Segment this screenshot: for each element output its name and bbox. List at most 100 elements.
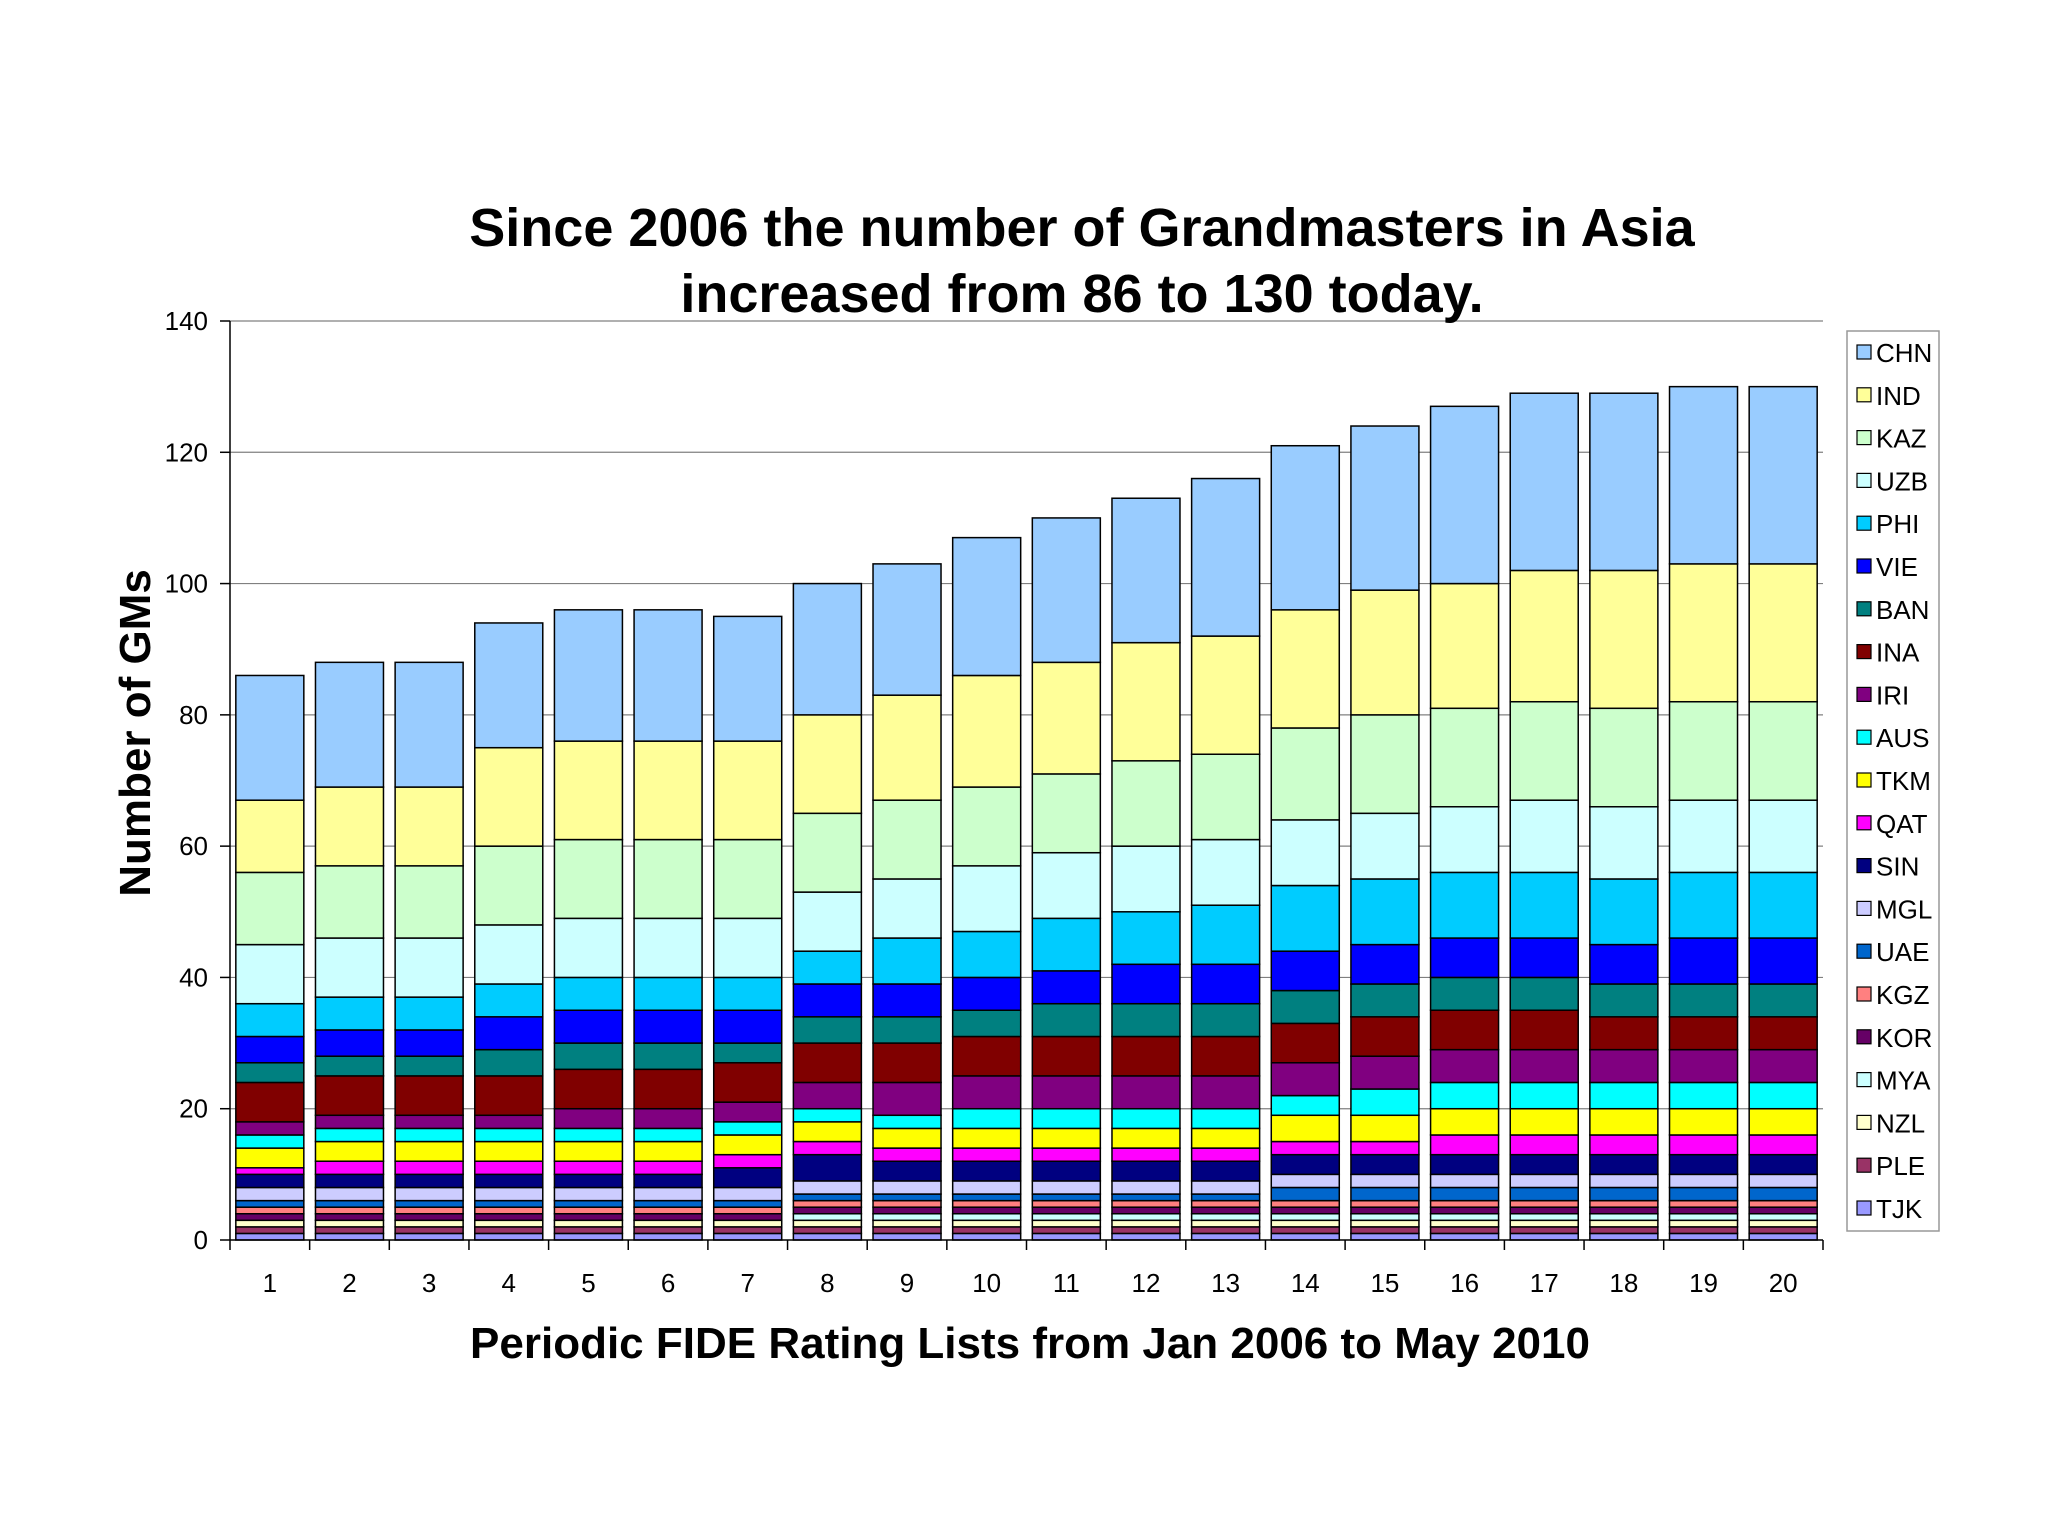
bar-stack <box>1668 385 1739 1241</box>
bar-segment-ind <box>1031 661 1102 775</box>
bar-segment-sin <box>1668 1153 1739 1176</box>
bar-segment-tkm <box>1748 1107 1818 1136</box>
bar-segment-ban <box>872 1016 942 1044</box>
bar-segment-qat <box>1429 1134 1500 1156</box>
y-tick-label: 0 <box>194 1225 208 1255</box>
bar-segment-ple <box>1509 1226 1579 1235</box>
bar-segment-sin <box>553 1173 624 1189</box>
bar-segment-kor <box>235 1212 305 1222</box>
bar-stack <box>1429 405 1500 1241</box>
legend-label: KOR <box>1876 1023 1932 1053</box>
bar-segment-ind <box>1509 569 1579 703</box>
bar-segment-vie <box>1190 963 1261 1005</box>
legend-label: TJK <box>1876 1194 1923 1224</box>
bar-segment-mgl <box>235 1186 305 1202</box>
bar-segment-kaz <box>951 786 1022 867</box>
bar-segment-kgz <box>1668 1199 1739 1208</box>
legend-label: PHI <box>1876 509 1919 539</box>
bar-segment-tkm <box>394 1140 464 1162</box>
bar-segment-sin <box>1589 1153 1659 1176</box>
bar-segment-sin <box>1429 1153 1500 1176</box>
bar-segment-ina <box>951 1035 1022 1077</box>
bar-stack <box>1111 497 1181 1241</box>
bar-segment-chn <box>1350 425 1420 591</box>
bar-segment-qat <box>633 1160 703 1176</box>
bar-segment-iri <box>474 1114 544 1130</box>
bar-segment-vie <box>1031 970 1102 1005</box>
bar-segment-phi <box>553 976 624 1012</box>
bar-segment-qat <box>1509 1134 1579 1156</box>
bar-segment-tjk <box>1111 1232 1181 1241</box>
bar-segment-iri <box>872 1081 942 1117</box>
bar-segment-tjk <box>314 1232 385 1241</box>
bar-stack <box>553 609 624 1241</box>
x-tick-label: 4 <box>502 1268 516 1298</box>
bar-segment-iri <box>1668 1048 1739 1084</box>
y-tick-label: 80 <box>179 700 208 730</box>
bar-stack <box>633 609 703 1241</box>
legend-swatch <box>1856 601 1872 617</box>
x-tick-label: 11 <box>1053 1268 1080 1298</box>
bar-segment-nzl <box>553 1219 624 1228</box>
bar-segment-kgz <box>394 1206 464 1215</box>
bar-segment-ban <box>792 1016 863 1044</box>
bar-segment-phi <box>1429 871 1500 939</box>
bar-segment-iri <box>314 1114 385 1130</box>
legend-swatch <box>1856 472 1872 488</box>
bar-segment-phi <box>474 983 544 1018</box>
x-axis-title: Periodic FIDE Rating Lists from Jan 2006… <box>470 1319 1590 1368</box>
bar-segment-uzb <box>314 937 385 998</box>
bar-segment-iri <box>1111 1075 1181 1110</box>
bar-segment-vie <box>1350 943 1420 985</box>
bar-segment-ina <box>1429 1009 1500 1051</box>
bar-segment-mgl <box>1429 1173 1500 1189</box>
bar-segment-ind <box>394 786 464 867</box>
bar-segment-uzb <box>792 891 863 952</box>
bar-segment-ple <box>235 1226 305 1235</box>
bar-stack <box>792 582 863 1241</box>
x-tick-label: 19 <box>1689 1268 1718 1298</box>
legend-item-ina: INA <box>1856 638 1920 668</box>
legend-label: KGZ <box>1876 980 1930 1010</box>
bar-segment-uae <box>1270 1186 1341 1202</box>
bar-segment-uae <box>553 1199 624 1208</box>
bar-stack <box>872 563 942 1241</box>
bar-segment-mya <box>1429 1212 1500 1222</box>
bar-segment-tjk <box>1031 1232 1102 1241</box>
legend-swatch <box>1856 430 1872 446</box>
bar-stack <box>1589 392 1659 1241</box>
bar-segment-ban <box>474 1048 544 1077</box>
bar-segment-ind <box>314 786 385 867</box>
x-tick-labels: 1 2 3 4 5 6 7 8 9 10 11 12 13 14 15 16 17 18 19 20 <box>229 1240 1824 1298</box>
bar-segment-phi <box>1509 871 1579 939</box>
bar-segment-ban <box>1111 1002 1181 1038</box>
bar-segment-iri <box>633 1107 703 1130</box>
bar-segment-kaz <box>1031 773 1102 854</box>
bar-segment-chn <box>1429 405 1500 585</box>
bar-segment-aus <box>1111 1107 1181 1130</box>
bar-segment-chn <box>1270 444 1341 611</box>
bar-segment-qat <box>474 1160 544 1176</box>
bar-segment-mgl <box>553 1186 624 1202</box>
bar-segment-kgz <box>712 1206 783 1215</box>
bar-segment-chn <box>872 563 942 696</box>
bar-segment-kgz <box>235 1206 305 1215</box>
bar-segment-aus <box>951 1107 1022 1130</box>
bar-segment-nzl <box>1190 1219 1261 1228</box>
bar-segment-tjk <box>235 1232 305 1241</box>
bar-segment-iri <box>394 1114 464 1130</box>
bar-segment-kaz <box>1190 753 1261 841</box>
bar-segment-phi <box>1270 884 1341 952</box>
bar-stack <box>474 622 544 1241</box>
bar-segment-qat <box>1748 1134 1818 1156</box>
bar-segment-mya <box>1190 1212 1261 1222</box>
bar-segment-phi <box>1748 871 1818 939</box>
bar-segment-sin <box>1509 1153 1579 1176</box>
bar-segment-mya <box>1748 1212 1818 1222</box>
bar-segment-iri <box>235 1121 305 1136</box>
bar-segment-iri <box>1509 1048 1579 1084</box>
legend-swatch <box>1856 1071 1872 1088</box>
bar-segment-nzl <box>951 1219 1022 1228</box>
legend-swatch <box>1856 772 1872 788</box>
bar-segment-mgl <box>951 1180 1022 1195</box>
